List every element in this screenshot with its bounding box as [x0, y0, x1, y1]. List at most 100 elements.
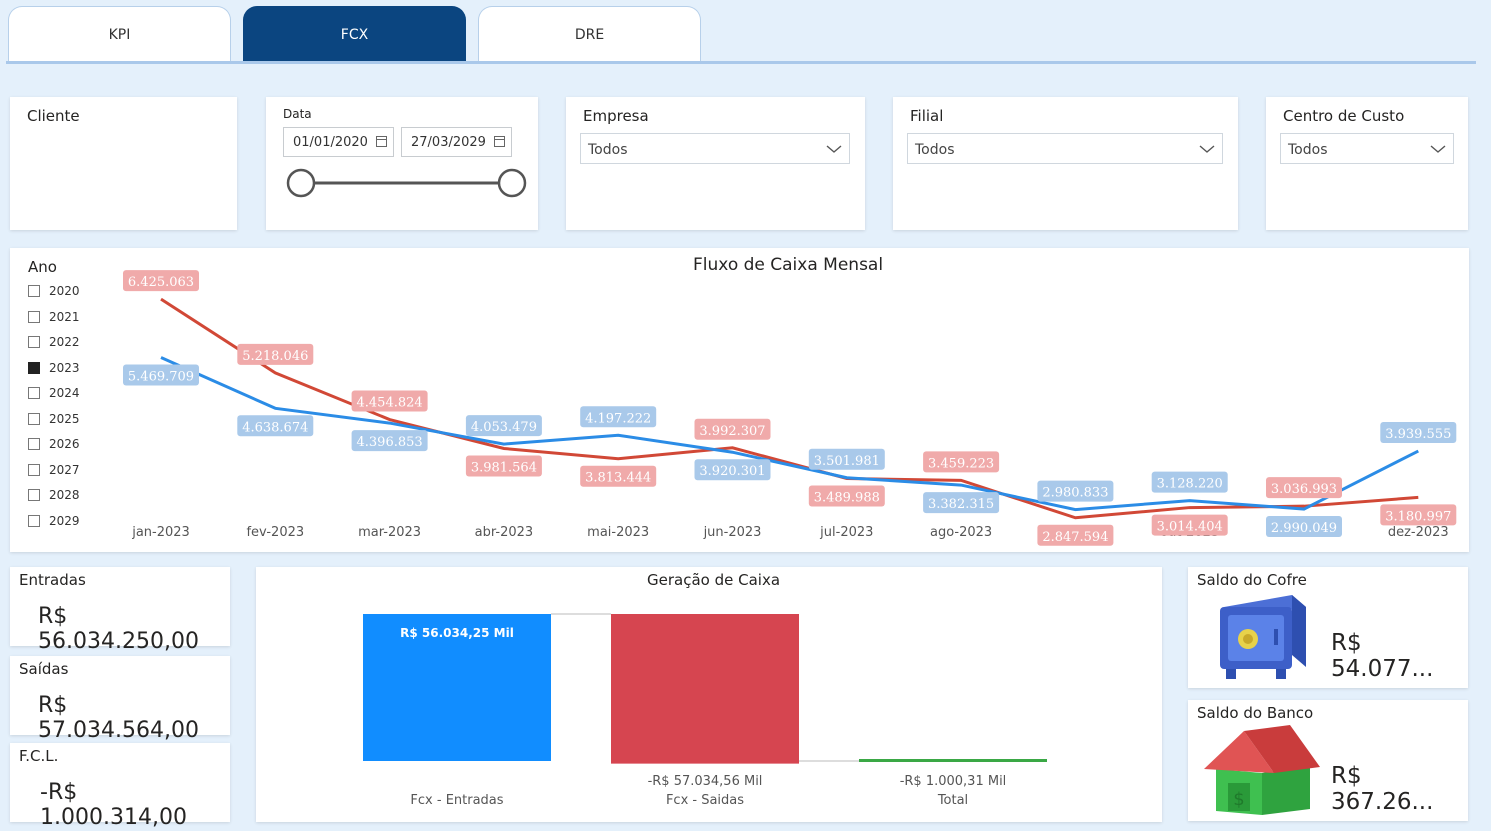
checkbox[interactable]	[28, 412, 40, 425]
year-label: 2020	[49, 284, 80, 298]
checkbox[interactable]	[28, 438, 40, 450]
data-label: 4.396.853	[357, 435, 423, 450]
start-date-input[interactable]: 01/01/2020	[283, 127, 394, 157]
data-label-bg	[465, 415, 542, 437]
centro-custo-title: Centro de Custo	[1283, 107, 1405, 125]
ano-slicer-title: Ano	[28, 258, 57, 276]
calendar-icon[interactable]	[376, 136, 387, 147]
empresa-title: Empresa	[583, 107, 649, 125]
data-label: 2.990.049	[1271, 521, 1337, 536]
cliente-title: Cliente	[27, 107, 80, 125]
data-label: 5.218.046	[242, 349, 308, 364]
data-label-bg	[123, 270, 199, 292]
year-option-2023[interactable]: 2023	[28, 361, 80, 375]
fcl-card: F.C.L. -R$ 1.000.314,00	[10, 743, 230, 830]
year-option-2029[interactable]: 2029	[28, 514, 80, 528]
year-label: 2028	[49, 488, 80, 502]
slider-end-handle[interactable]	[497, 168, 527, 198]
slider-start-handle[interactable]	[286, 168, 316, 198]
waterfall-bar	[363, 614, 551, 761]
data-label-bg	[694, 418, 771, 440]
year-label: 2023	[49, 360, 80, 375]
tab-fcx[interactable]: FCX	[243, 6, 466, 62]
series-line-1	[160, 356, 1419, 512]
year-option-2027[interactable]: 2027	[28, 463, 80, 477]
fcl-title: F.C.L.	[19, 747, 59, 765]
checkbox[interactable]	[28, 310, 40, 323]
checkbox[interactable]	[28, 489, 40, 501]
x-tick-label: ago-2023	[930, 525, 992, 540]
year-label: 2029	[49, 513, 80, 528]
data-label-bg	[1266, 516, 1342, 538]
data-label-bg	[237, 343, 314, 365]
checkbox[interactable]	[28, 361, 40, 374]
empresa-dropdown[interactable]: Todos	[580, 133, 850, 164]
centro-custo-filter-card: Centro de Custo Todos	[1266, 97, 1468, 230]
data-label-bg	[580, 465, 657, 487]
checkbox[interactable]	[28, 285, 40, 297]
x-tick-label: jun-2023	[703, 525, 762, 540]
year-label: 2022	[49, 335, 80, 349]
saidas-title: Saídas	[19, 660, 69, 678]
data-label-bg	[1151, 471, 1228, 493]
tab-kpi[interactable]: KPI	[8, 6, 231, 62]
x-tick-label: dez-2023	[1388, 525, 1449, 540]
year-option-2024[interactable]: 2024	[28, 386, 80, 400]
filial-filter-card: Filial Todos	[893, 97, 1238, 230]
x-tick-label: Fcx - Saidas	[666, 793, 744, 808]
data-label-bg	[808, 448, 885, 470]
data-label: 4.053.479	[471, 420, 537, 435]
cliente-filter-card[interactable]: Cliente	[10, 97, 237, 230]
filial-dropdown[interactable]: Todos	[907, 133, 1223, 164]
empresa-filter-card: Empresa Todos	[566, 97, 865, 230]
data-label: 4.638.674	[242, 420, 308, 435]
tab-fcx-label: FCX	[340, 26, 369, 43]
fcl-value: -R$ 1.000.314,00	[40, 780, 187, 830]
saldo-banco-card: Saldo do Banco $ R$ 367.26...	[1188, 700, 1468, 821]
data-label: 3.489.988	[814, 491, 880, 506]
year-option-2020[interactable]: 2020	[28, 284, 80, 298]
end-date-value: 27/03/2029	[411, 135, 486, 150]
year-option-2028[interactable]: 2028	[28, 488, 80, 502]
data-label-bg	[351, 430, 428, 452]
data-label-bg	[237, 415, 314, 437]
data-label: 4.197.222	[585, 411, 651, 426]
data-label-bg	[1266, 477, 1342, 499]
saldo-banco-value: R$ 367.26...	[1331, 763, 1434, 815]
checkbox[interactable]	[28, 336, 40, 348]
year-option-2026[interactable]: 2026	[28, 437, 80, 451]
x-tick-label: abr-2023	[475, 525, 534, 540]
data-label: 3.981.564	[471, 460, 537, 475]
svg-text:$: $	[1233, 789, 1244, 810]
data-label: 3.128.220	[1157, 477, 1223, 492]
centro-custo-dropdown[interactable]: Todos	[1280, 133, 1454, 164]
saldo-cofre-title: Saldo do Cofre	[1197, 571, 1307, 589]
x-tick-label: jul-2023	[819, 525, 873, 540]
waterfall-bar	[611, 614, 799, 764]
tab-dre[interactable]: DRE	[478, 6, 701, 62]
data-label-bg	[351, 390, 428, 412]
date-range-slider[interactable]	[284, 167, 530, 199]
year-option-2025[interactable]: 2025	[28, 412, 80, 426]
data-label-bg	[580, 406, 657, 428]
data-label: 3.813.444	[585, 471, 651, 486]
year-option-2022[interactable]: 2022	[28, 335, 80, 349]
tab-bar-divider	[6, 61, 1476, 64]
safe-icon	[1220, 595, 1306, 679]
data-label-bg	[465, 455, 542, 477]
data-label-bg	[1151, 514, 1228, 536]
checkbox[interactable]	[28, 387, 40, 399]
data-label: 3.014.404	[1157, 520, 1223, 535]
calendar-icon[interactable]	[494, 136, 505, 147]
data-label: 2.980.833	[1042, 486, 1108, 501]
year-option-2021[interactable]: 2021	[28, 310, 80, 324]
checkbox[interactable]	[28, 463, 40, 476]
checkbox[interactable]	[28, 514, 40, 527]
waterfall-bar	[859, 759, 1047, 762]
line-chart-title: Fluxo de Caixa Mensal	[693, 255, 884, 275]
data-label: 3.920.301	[699, 464, 765, 479]
end-date-input[interactable]: 27/03/2029	[401, 127, 512, 157]
data-label-bg	[1380, 422, 1457, 444]
fluxo-caixa-card: Ano 2020 2021 2022 2023 2024 2025 2026 2027 2028…	[10, 248, 1469, 552]
series-line-0	[160, 297, 1419, 520]
